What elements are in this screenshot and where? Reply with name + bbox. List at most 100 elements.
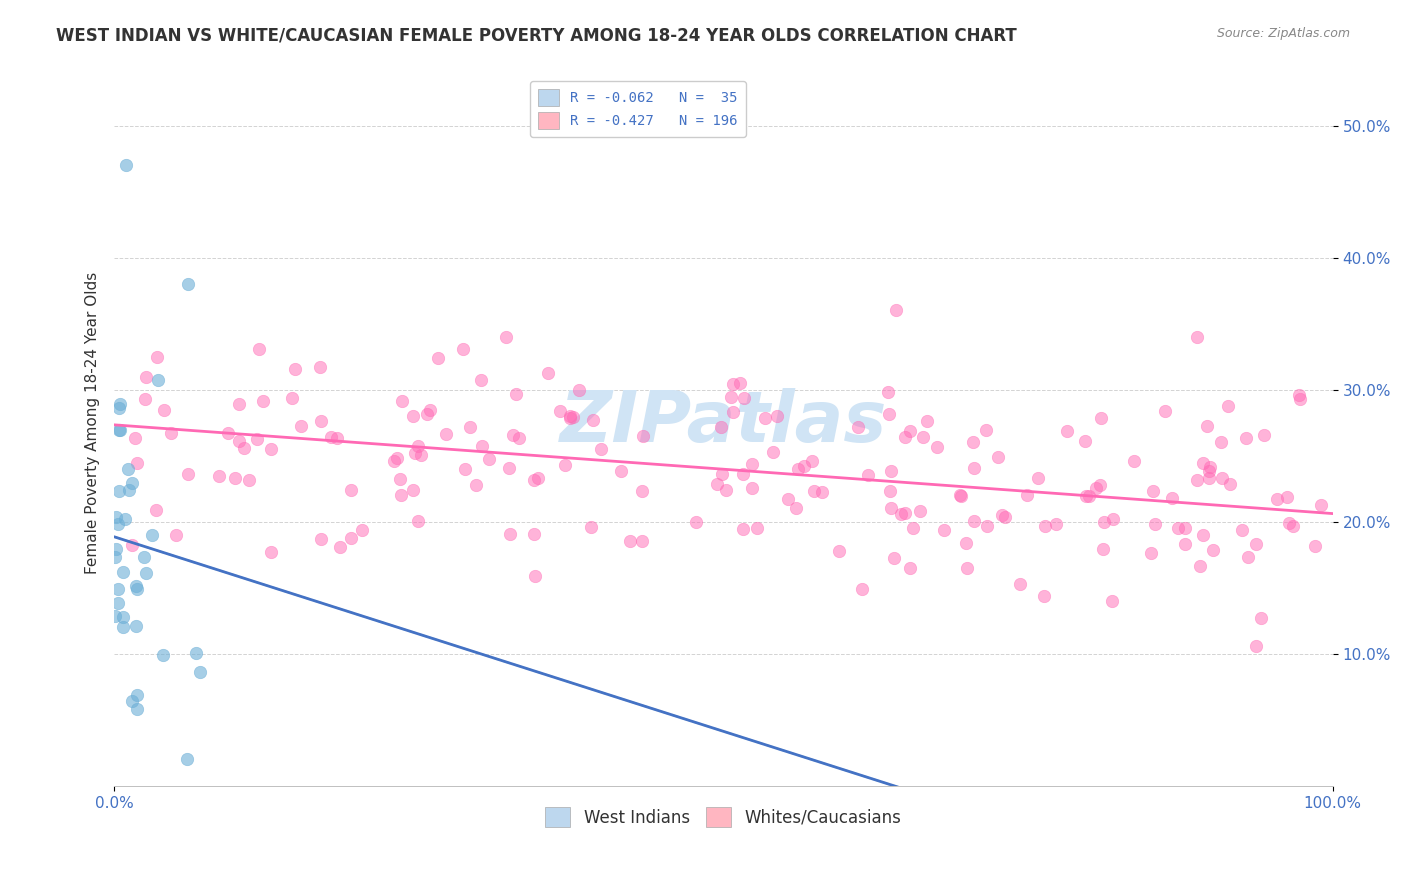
Whites/Caucasians xyxy=(135,369,157,384)
Whites/Caucasians xyxy=(465,478,488,492)
Whites/Caucasians xyxy=(524,569,547,583)
Whites/Caucasians xyxy=(568,383,591,397)
Whites/Caucasians xyxy=(1201,543,1223,558)
Whites/Caucasians xyxy=(1265,491,1288,506)
Whites/Caucasians xyxy=(548,404,571,418)
Whites/Caucasians xyxy=(426,351,449,365)
West Indians xyxy=(104,609,127,624)
West Indians xyxy=(125,702,148,716)
Whites/Caucasians xyxy=(1174,537,1197,551)
Whites/Caucasians xyxy=(733,391,755,405)
Whites/Caucasians xyxy=(406,514,429,528)
Whites/Caucasians xyxy=(350,523,373,537)
Whites/Caucasians xyxy=(401,409,423,424)
Whites/Caucasians xyxy=(232,441,254,455)
Whites/Caucasians xyxy=(927,440,949,454)
Whites/Caucasians xyxy=(785,500,807,515)
Whites/Caucasians xyxy=(284,361,307,376)
Whites/Caucasians xyxy=(787,462,810,476)
Whites/Caucasians xyxy=(238,474,260,488)
Whites/Caucasians xyxy=(208,469,231,483)
Whites/Caucasians xyxy=(1185,330,1208,344)
West Indians xyxy=(152,648,174,662)
Whites/Caucasians xyxy=(523,473,546,487)
Whites/Caucasians xyxy=(537,366,560,380)
West Indians xyxy=(176,277,198,291)
Whites/Caucasians xyxy=(709,420,731,434)
Whites/Caucasians xyxy=(558,410,581,425)
Whites/Caucasians xyxy=(1198,471,1220,485)
Whites/Caucasians xyxy=(217,426,239,441)
West Indians xyxy=(107,582,129,596)
Whites/Caucasians xyxy=(879,483,901,498)
West Indians xyxy=(104,542,127,557)
Whites/Caucasians xyxy=(409,448,432,462)
Whites/Caucasians xyxy=(728,376,751,390)
Whites/Caucasians xyxy=(454,462,477,476)
Whites/Caucasians xyxy=(932,523,955,537)
Whites/Caucasians xyxy=(1289,392,1312,407)
Whites/Caucasians xyxy=(252,394,274,409)
Whites/Caucasians xyxy=(900,424,922,438)
Text: Source: ZipAtlas.com: Source: ZipAtlas.com xyxy=(1216,27,1350,40)
Whites/Caucasians xyxy=(1174,521,1197,535)
Whites/Caucasians xyxy=(1305,539,1327,553)
Whites/Caucasians xyxy=(1078,489,1101,503)
Whites/Caucasians xyxy=(1026,470,1049,484)
Whites/Caucasians xyxy=(741,481,763,495)
Whites/Caucasians xyxy=(630,533,652,548)
West Indians xyxy=(134,549,156,564)
Whites/Caucasians xyxy=(499,526,522,541)
Y-axis label: Female Poverty Among 18-24 Year Olds: Female Poverty Among 18-24 Year Olds xyxy=(86,271,100,574)
Whites/Caucasians xyxy=(325,431,347,445)
Whites/Caucasians xyxy=(811,484,834,499)
Whites/Caucasians xyxy=(879,501,901,516)
Whites/Caucasians xyxy=(991,508,1014,522)
Whites/Caucasians xyxy=(754,411,776,425)
Whites/Caucasians xyxy=(956,561,979,575)
Whites/Caucasians xyxy=(311,414,333,428)
Whites/Caucasians xyxy=(1253,428,1275,442)
Whites/Caucasians xyxy=(1189,559,1212,574)
Whites/Caucasians xyxy=(165,527,187,541)
Whites/Caucasians xyxy=(451,342,474,356)
Whites/Caucasians xyxy=(792,458,814,473)
Whites/Caucasians xyxy=(1015,488,1038,502)
Whites/Caucasians xyxy=(558,409,581,423)
Whites/Caucasians xyxy=(124,431,146,445)
Whites/Caucasians xyxy=(1153,404,1175,418)
Whites/Caucasians xyxy=(1102,512,1125,526)
Whites/Caucasians xyxy=(1309,498,1331,512)
Whites/Caucasians xyxy=(309,360,332,375)
Whites/Caucasians xyxy=(1144,517,1167,532)
Whites/Caucasians xyxy=(1084,481,1107,495)
Whites/Caucasians xyxy=(1281,519,1303,533)
West Indians xyxy=(108,483,131,498)
Whites/Caucasians xyxy=(858,468,880,483)
Whites/Caucasians xyxy=(1277,490,1299,504)
West Indians xyxy=(188,665,211,679)
Whites/Caucasians xyxy=(523,527,546,541)
Whites/Caucasians xyxy=(127,456,149,470)
Whites/Caucasians xyxy=(146,350,169,364)
Whites/Caucasians xyxy=(974,423,997,437)
Whites/Caucasians xyxy=(1237,549,1260,564)
Whites/Caucasians xyxy=(458,419,481,434)
Whites/Caucasians xyxy=(1161,491,1184,505)
Whites/Caucasians xyxy=(884,303,907,318)
Whites/Caucasians xyxy=(762,444,785,458)
Whites/Caucasians xyxy=(963,514,986,528)
Whites/Caucasians xyxy=(245,432,267,446)
Whites/Caucasians xyxy=(1219,477,1241,491)
Whites/Caucasians xyxy=(502,428,524,442)
Whites/Caucasians xyxy=(1140,547,1163,561)
West Indians xyxy=(127,688,149,702)
Whites/Caucasians xyxy=(1123,454,1146,468)
Whites/Caucasians xyxy=(911,429,934,443)
West Indians xyxy=(125,578,148,592)
Whites/Caucasians xyxy=(716,483,738,497)
Legend: West Indians, Whites/Caucasians: West Indians, Whites/Caucasians xyxy=(537,798,910,836)
West Indians xyxy=(111,566,134,580)
Whites/Caucasians xyxy=(1278,516,1301,530)
Whites/Caucasians xyxy=(340,531,363,545)
